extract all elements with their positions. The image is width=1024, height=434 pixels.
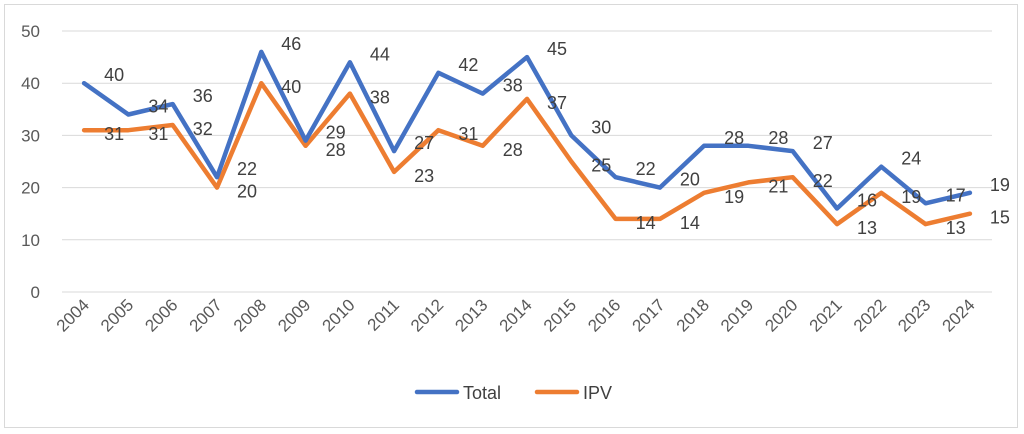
data-label-total: 36	[193, 86, 213, 106]
data-label-ipv: 13	[857, 218, 877, 238]
data-label-total: 27	[813, 133, 833, 153]
x-tick-label: 2019	[717, 295, 757, 335]
data-label-ipv: 15	[990, 208, 1010, 228]
legend: Total IPV	[414, 383, 612, 403]
data-label-total: 24	[901, 149, 921, 169]
legend-label-total: Total	[463, 383, 501, 403]
x-tick-label: 2004	[53, 295, 93, 335]
data-label-ipv: 31	[458, 124, 478, 144]
series-line-total	[81, 49, 973, 211]
y-axis-ticks: 0 10 20 30 40 50	[21, 22, 40, 302]
data-label-ipv: 13	[946, 218, 966, 238]
x-tick-label: 2005	[97, 295, 137, 335]
legend-label-ipv: IPV	[583, 383, 612, 403]
gridlines	[62, 30, 992, 293]
data-label-ipv: 19	[724, 187, 744, 207]
data-label-total: 17	[946, 185, 966, 205]
data-label-total: 30	[591, 117, 611, 137]
data-label-ipv: 31	[148, 124, 168, 144]
data-label-total: 45	[547, 39, 567, 59]
data-label-total: 28	[768, 128, 788, 148]
data-label-total: 28	[724, 128, 744, 148]
data-label-ipv: 38	[370, 88, 390, 108]
x-tick-label: 2008	[230, 295, 270, 335]
data-label-ipv: 31	[104, 124, 124, 144]
series-lines	[81, 49, 973, 227]
y-tick-label: 20	[21, 179, 40, 198]
x-tick-label: 2016	[584, 295, 624, 335]
data-label-ipv: 32	[193, 119, 213, 139]
data-label-ipv: 28	[503, 140, 523, 160]
x-axis-ticks: 2004 2005 2006 2007 2008 2009 2010 2011 2012 2013…	[53, 295, 979, 335]
data-label-total: 20	[680, 170, 700, 190]
data-label-total: 27	[414, 133, 434, 153]
y-tick-label: 30	[21, 126, 40, 145]
data-label-total: 29	[326, 123, 346, 143]
x-tick-label: 2009	[274, 295, 314, 335]
y-tick-label: 0	[31, 283, 40, 302]
x-tick-label: 2012	[407, 295, 447, 335]
y-tick-label: 10	[21, 231, 40, 250]
y-tick-label: 40	[21, 74, 40, 93]
series-line-ipv	[81, 80, 973, 227]
data-label-total: 19	[990, 175, 1010, 195]
x-tick-label: 2007	[186, 295, 226, 335]
x-tick-label: 2022	[850, 295, 890, 335]
x-tick-label: 2018	[673, 295, 713, 335]
x-tick-label: 2023	[894, 295, 934, 335]
data-label-total: 34	[148, 97, 168, 117]
data-label-ipv: 22	[813, 171, 833, 191]
data-label-total: 44	[370, 44, 390, 64]
y-tick-label: 50	[21, 22, 40, 41]
data-label-ipv: 21	[768, 176, 788, 196]
data-label-ipv: 14	[636, 213, 656, 233]
x-tick-label: 2014	[496, 295, 536, 335]
data-label-ipv: 23	[414, 166, 434, 186]
data-label-total: 22	[636, 159, 656, 179]
data-label-total: 42	[458, 55, 478, 75]
data-label-ipv: 37	[547, 93, 567, 113]
x-tick-label: 2021	[806, 295, 846, 335]
data-label-total: 16	[857, 190, 877, 210]
data-label-total: 22	[237, 159, 257, 179]
x-tick-label: 2006	[141, 295, 181, 335]
x-tick-label: 2015	[540, 295, 580, 335]
x-tick-label: 2011	[364, 295, 403, 334]
x-tick-label: 2010	[319, 295, 359, 335]
data-labels: 40 34 36 22 46 29 44 27 42 38 45 30 22 20 28 28 27 16 24 17…	[104, 34, 1010, 238]
data-label-ipv: 19	[901, 187, 921, 207]
x-tick-label: 2017	[629, 295, 669, 335]
data-label-ipv: 28	[326, 140, 346, 160]
data-label-ipv: 40	[281, 77, 301, 97]
x-tick-label: 2024	[939, 295, 979, 335]
data-label-total: 46	[281, 34, 301, 54]
data-label-ipv: 25	[591, 156, 611, 176]
data-label-total: 40	[104, 65, 124, 85]
data-label-total: 38	[503, 76, 523, 96]
x-tick-label: 2020	[761, 295, 801, 335]
x-tick-label: 2013	[451, 295, 491, 335]
data-label-ipv: 14	[680, 213, 700, 233]
data-label-ipv: 20	[237, 182, 257, 202]
